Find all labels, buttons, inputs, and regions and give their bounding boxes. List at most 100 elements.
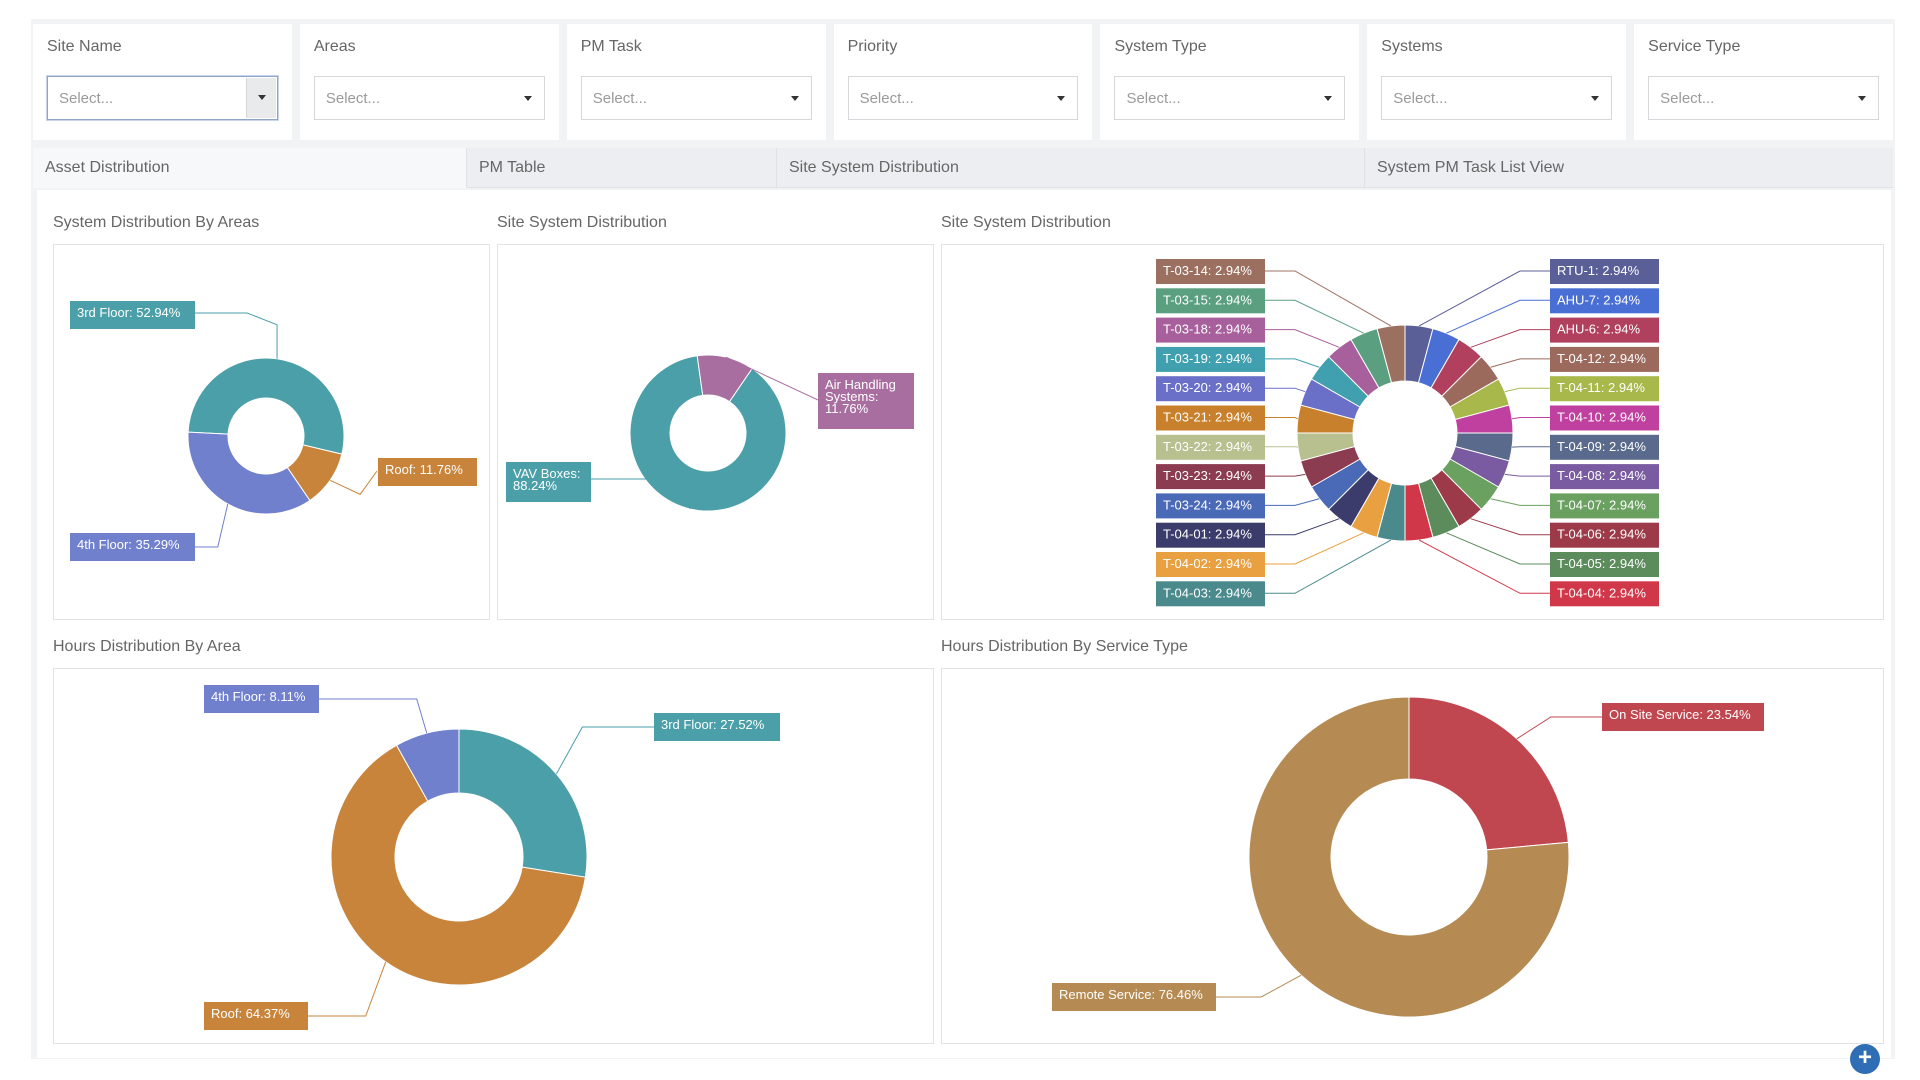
leader-line bbox=[1470, 518, 1550, 536]
data-label-box bbox=[378, 458, 477, 486]
data-label: RTU-1: 2.94% bbox=[1557, 263, 1640, 278]
data-label-box bbox=[1156, 493, 1265, 519]
data-label-box bbox=[1156, 288, 1265, 314]
pie-slice[interactable] bbox=[187, 431, 311, 515]
pie-slice[interactable] bbox=[1376, 324, 1406, 384]
data-label: 3rd Floor: 52.94% bbox=[77, 305, 181, 320]
leader-line bbox=[1265, 473, 1306, 477]
data-label: T-03-14: 2.94% bbox=[1163, 263, 1252, 278]
data-label: 4th Floor: 35.29% bbox=[77, 537, 180, 552]
tab-site-system-distribution[interactable]: Site System Distribution bbox=[777, 148, 1365, 188]
data-label-box bbox=[1550, 581, 1659, 607]
data-label: T-04-07: 2.94% bbox=[1557, 497, 1646, 512]
site-name-select[interactable]: Select... bbox=[47, 76, 278, 120]
pm-task-select[interactable]: Select... bbox=[580, 76, 812, 120]
caret-down-icon bbox=[523, 96, 532, 101]
caret-down-icon bbox=[1324, 96, 1333, 101]
data-label: T-03-15: 2.94% bbox=[1163, 292, 1252, 307]
leader-line bbox=[1516, 716, 1602, 740]
data-label-box bbox=[1550, 405, 1659, 431]
filter-areas: Areas Select... bbox=[299, 24, 559, 140]
priority-select[interactable]: Select... bbox=[847, 76, 1079, 120]
data-label-box bbox=[204, 685, 319, 713]
data-label: VAV Boxes: bbox=[513, 466, 580, 481]
leader-line bbox=[1265, 539, 1392, 594]
data-label-box bbox=[1602, 703, 1764, 731]
data-label: 88.24% bbox=[513, 478, 558, 493]
panel-title: Site System Distribution bbox=[941, 214, 1111, 231]
select-placeholder: Select... bbox=[59, 89, 114, 107]
leader-line bbox=[1418, 270, 1550, 327]
leader-line bbox=[1490, 498, 1550, 506]
leader-line bbox=[1265, 518, 1340, 536]
leader-line bbox=[318, 698, 428, 734]
systems-select[interactable]: Select... bbox=[1381, 76, 1613, 120]
data-label-box bbox=[1550, 288, 1659, 314]
tab-pm-table[interactable]: PM Table bbox=[467, 148, 777, 188]
pie-slice[interactable] bbox=[1408, 696, 1569, 851]
site-system-detail-donut-chart: RTU-1: 2.94% AHU-7: 2.94% AHU-6: 2.94% T-04… bbox=[1156, 259, 1659, 607]
panel-title: System Distribution By Areas bbox=[53, 214, 260, 231]
filter-label: Areas bbox=[313, 38, 356, 55]
pie-slice[interactable] bbox=[696, 354, 753, 403]
filter-site-name: Site Name Select... bbox=[33, 24, 292, 140]
pie-slice[interactable] bbox=[330, 744, 586, 986]
filter-label: Service Type bbox=[1648, 38, 1741, 55]
leader-line bbox=[1265, 532, 1364, 565]
leader-line bbox=[1265, 329, 1340, 348]
areas-chart-panel: 3rd Floor: 52.94% Roof: 11.76% 4th Floor: … bbox=[53, 244, 490, 620]
panel-title: Hours Distribution By Area bbox=[53, 638, 241, 655]
leader-line bbox=[1446, 299, 1550, 334]
pie-slice[interactable] bbox=[187, 357, 345, 455]
leader-line bbox=[1446, 532, 1550, 565]
data-label: Roof: 64.37% bbox=[211, 1006, 290, 1021]
pie-slice[interactable] bbox=[458, 728, 588, 878]
tab-asset-distribution[interactable]: Asset Distribution bbox=[33, 148, 467, 188]
hours-service-donut-chart: On Site Service: 23.54% Remote Service: 7… bbox=[1052, 696, 1764, 1018]
data-label: 3rd Floor: 27.52% bbox=[661, 717, 765, 732]
filter-label: System Type bbox=[1114, 38, 1207, 55]
pie-slice[interactable] bbox=[629, 355, 787, 512]
data-label: T-04-03: 2.94% bbox=[1163, 585, 1252, 600]
data-label: T-04-06: 2.94% bbox=[1557, 527, 1646, 542]
data-label: On Site Service: 23.54% bbox=[1609, 707, 1751, 722]
service-type-select[interactable]: Select... bbox=[1648, 76, 1880, 120]
data-label-box bbox=[654, 713, 780, 741]
caret-down-icon bbox=[1591, 96, 1600, 101]
data-label-box bbox=[1550, 376, 1659, 402]
data-label-box bbox=[1156, 376, 1265, 402]
hours-area-chart-panel: 3rd Floor: 27.52% Roof: 64.37% 4th Floor: … bbox=[53, 668, 934, 1044]
site-system-chart-panel: VAV Boxes: 88.24% Air Handling Systems: 11.7… bbox=[497, 244, 934, 620]
leader-line bbox=[1265, 417, 1299, 420]
select-placeholder: Select... bbox=[1126, 89, 1181, 107]
leader-line bbox=[1504, 473, 1550, 477]
add-icon[interactable]: + bbox=[1850, 1044, 1880, 1074]
leader-line bbox=[1504, 387, 1550, 393]
system-type-select[interactable]: Select... bbox=[1114, 76, 1346, 120]
tab-system-pm-task-list-view[interactable]: System PM Task List View bbox=[1377, 159, 1565, 176]
data-label: Air Handling bbox=[825, 377, 896, 392]
leader-line bbox=[1511, 417, 1550, 420]
data-label: T-04-02: 2.94% bbox=[1163, 556, 1252, 571]
pie-slice[interactable] bbox=[1248, 696, 1570, 1018]
caret-down-icon bbox=[1858, 96, 1867, 101]
filter-systems: Systems Select... bbox=[1367, 24, 1627, 140]
data-label: T-04-12: 2.94% bbox=[1557, 351, 1646, 366]
data-label: Roof: 11.76% bbox=[385, 462, 463, 477]
data-label-box bbox=[1156, 552, 1265, 577]
areas-select[interactable]: Select... bbox=[313, 76, 545, 120]
pie-slice[interactable] bbox=[395, 728, 460, 802]
data-label: AHU-6: 2.94% bbox=[1557, 322, 1641, 337]
data-label-box bbox=[1550, 493, 1659, 519]
areas-donut-chart: 3rd Floor: 52.94% Roof: 11.76% 4th Floor: … bbox=[70, 301, 477, 561]
caret-down-icon bbox=[257, 95, 266, 100]
filter-service-type: Service Type Select... bbox=[1634, 24, 1894, 140]
leader-line bbox=[329, 470, 378, 495]
filter-label: Systems bbox=[1381, 38, 1443, 55]
data-label-box bbox=[1550, 464, 1659, 490]
site-system-donut-chart: VAV Boxes:88.24% Air HandlingSystems:11.7… bbox=[506, 354, 914, 512]
data-label: T-04-01: 2.94% bbox=[1163, 527, 1252, 542]
data-label: T-04-04: 2.94% bbox=[1557, 585, 1646, 600]
leader-line bbox=[1470, 329, 1550, 348]
data-label: T-03-21: 2.94% bbox=[1163, 410, 1252, 425]
